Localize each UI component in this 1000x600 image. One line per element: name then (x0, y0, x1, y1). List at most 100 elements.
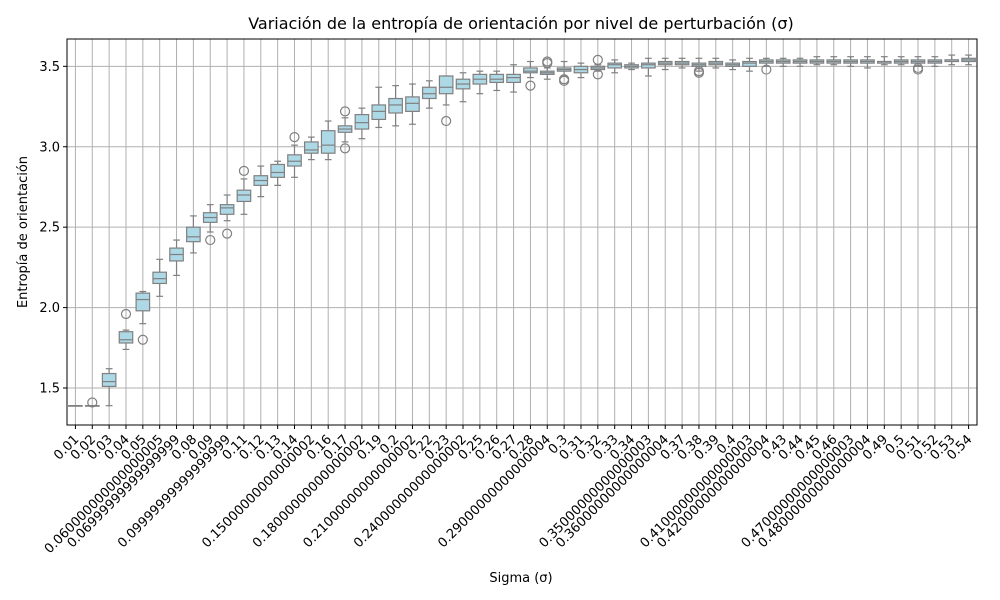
box-group (961, 54, 976, 66)
box-body (388, 97, 403, 114)
box-group (472, 70, 488, 95)
box-group (169, 239, 184, 277)
y-tick-label: 3.0 (39, 140, 60, 155)
box-group (826, 56, 842, 66)
box-group (573, 62, 589, 79)
grid-lines (67, 39, 977, 425)
box-group (725, 59, 740, 71)
box-group (809, 56, 825, 66)
y-tick-label: 2.5 (39, 221, 60, 236)
box-group (320, 120, 336, 161)
box-group (657, 57, 673, 71)
box-group (843, 56, 858, 67)
box-body (270, 163, 285, 178)
box-group (876, 56, 892, 66)
y-axis: 1.5 2.0 2.5 3.0 3.5 (39, 60, 67, 397)
outlier-point (559, 75, 570, 86)
box-group (590, 54, 606, 80)
outlier-point (205, 234, 216, 246)
outlier-point (441, 115, 452, 127)
outlier-point (87, 397, 98, 408)
box-group (775, 57, 791, 67)
outlier-point (339, 106, 351, 117)
box-group (624, 62, 639, 71)
box-group (68, 405, 83, 407)
box-body (101, 372, 117, 387)
box-group (489, 70, 505, 92)
box-body (523, 67, 538, 74)
box-body (186, 226, 201, 243)
outlier-point (339, 143, 351, 154)
box-body (304, 141, 319, 154)
box-body (219, 204, 235, 215)
box-group (152, 258, 168, 297)
outlier-point (221, 228, 233, 239)
outlier-point (912, 64, 924, 75)
y-tick-label: 1.5 (39, 382, 60, 397)
outlier-point (238, 165, 250, 176)
box-body (641, 62, 656, 69)
box-body (506, 73, 521, 84)
box-group (388, 85, 403, 127)
box-body (371, 104, 387, 121)
box-group (101, 368, 117, 407)
box-group (270, 160, 285, 186)
box-group (253, 165, 269, 198)
box-group (455, 72, 471, 103)
box-group (202, 204, 218, 246)
plot-frame (66, 38, 978, 426)
box-group (742, 57, 757, 72)
box-body (287, 154, 302, 167)
box-group (304, 136, 319, 161)
box-group (506, 64, 521, 93)
x-axis-label: Sigma (σ) (489, 571, 552, 586)
box-group (219, 194, 235, 239)
box-group (556, 60, 572, 86)
box-series (68, 54, 976, 408)
outlier-point (592, 69, 603, 80)
box-body (236, 189, 252, 203)
box-body (438, 75, 454, 95)
box-body (489, 73, 505, 84)
box-body (152, 271, 168, 285)
box-group (405, 83, 420, 125)
box-body (135, 292, 151, 312)
box-group (118, 308, 134, 351)
box-group (421, 80, 437, 109)
chart-title: Variación de la entropía de orientación … (248, 14, 794, 33)
box-group (371, 86, 387, 129)
outlier-point (137, 334, 148, 345)
box-group (691, 57, 707, 78)
outlier-point (120, 308, 132, 320)
box-group (893, 56, 909, 66)
box-group (337, 106, 353, 154)
box-group (708, 57, 724, 69)
box-group (135, 290, 151, 345)
box-body (118, 331, 134, 344)
outlier-point (592, 54, 603, 66)
box-group (236, 165, 252, 215)
box-group (607, 59, 623, 74)
box-group (641, 57, 656, 77)
box-group (759, 57, 774, 75)
y-tick-label: 2.0 (39, 301, 60, 316)
outlier-point (693, 67, 705, 78)
box-group (84, 397, 100, 408)
box-group (944, 54, 960, 66)
y-tick-label: 3.5 (39, 60, 60, 75)
box-group (927, 56, 943, 67)
box-group (860, 56, 875, 69)
box-group (523, 60, 538, 91)
box-group (354, 107, 370, 140)
box-group (674, 57, 690, 69)
box-body (320, 130, 336, 154)
box-body (607, 62, 623, 69)
box-group (910, 56, 926, 75)
box-group (186, 215, 201, 254)
x-axis: 0.010.020.030.040.050.060000000000000005… (42, 425, 975, 557)
outlier-point (761, 64, 772, 75)
box-body (742, 60, 757, 67)
box-group (792, 57, 808, 67)
box-body (421, 86, 437, 100)
